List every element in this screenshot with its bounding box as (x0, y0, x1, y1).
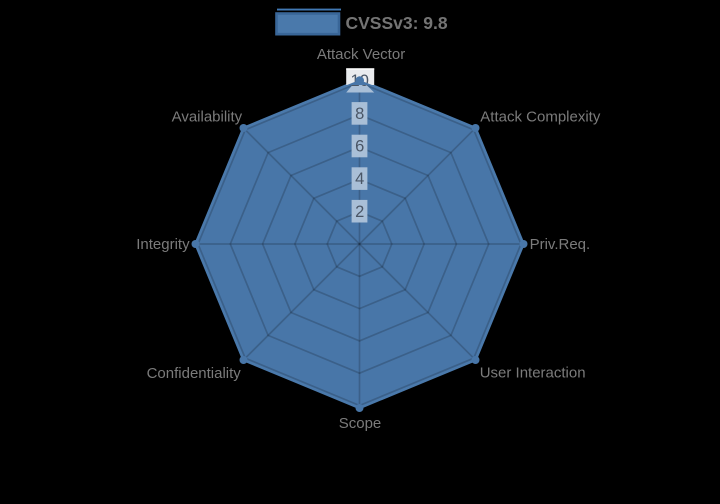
svg-text:Attack Complexity: Attack Complexity (480, 109, 601, 126)
svg-text:Scope: Scope (339, 415, 382, 432)
svg-text:Attack Vector: Attack Vector (317, 46, 405, 63)
svg-text:User Interaction: User Interaction (480, 365, 586, 382)
svg-text:4: 4 (355, 170, 364, 188)
svg-text:Availability: Availability (172, 109, 243, 126)
svg-text:Priv.Req.: Priv.Req. (530, 236, 591, 253)
svg-text:8: 8 (355, 105, 364, 123)
svg-text:6: 6 (355, 138, 364, 156)
svg-text:Integrity: Integrity (136, 236, 190, 253)
svg-text:2: 2 (355, 203, 364, 221)
svg-text:Confidentiality: Confidentiality (147, 365, 242, 382)
svg-text:CVSSv3: 9.8: CVSSv3: 9.8 (346, 13, 448, 33)
